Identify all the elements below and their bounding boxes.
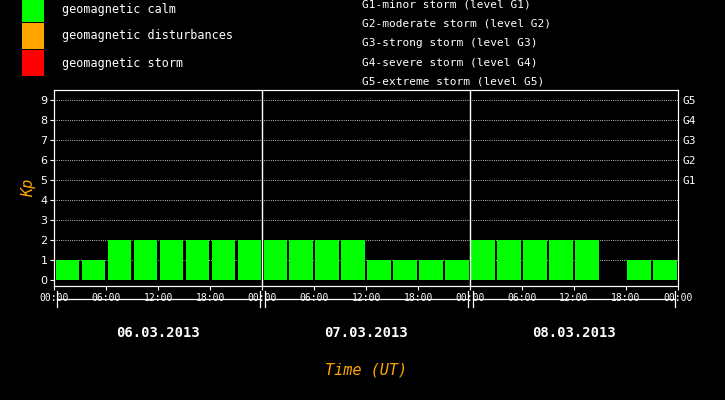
Text: 06.03.2013: 06.03.2013 <box>117 326 200 340</box>
Bar <box>471 240 494 280</box>
Bar <box>289 240 313 280</box>
Bar <box>523 240 547 280</box>
Bar <box>238 240 261 280</box>
Bar <box>575 240 599 280</box>
Y-axis label: Kp: Kp <box>21 179 36 197</box>
Bar <box>653 260 676 280</box>
Bar <box>56 260 79 280</box>
Bar <box>445 260 469 280</box>
FancyBboxPatch shape <box>22 50 44 76</box>
FancyBboxPatch shape <box>22 0 44 22</box>
FancyBboxPatch shape <box>22 23 44 49</box>
Text: 08.03.2013: 08.03.2013 <box>532 326 616 340</box>
Bar <box>107 240 131 280</box>
Text: geomagnetic calm: geomagnetic calm <box>62 2 175 16</box>
Text: geomagnetic storm: geomagnetic storm <box>62 56 183 70</box>
Bar <box>394 260 417 280</box>
Bar <box>627 260 650 280</box>
Bar <box>133 240 157 280</box>
Text: geomagnetic disturbances: geomagnetic disturbances <box>62 30 233 42</box>
Bar <box>82 260 105 280</box>
Bar <box>497 240 521 280</box>
Text: G3-strong storm (level G3): G3-strong storm (level G3) <box>362 38 538 48</box>
Bar <box>368 260 391 280</box>
Text: 07.03.2013: 07.03.2013 <box>324 326 408 340</box>
Text: Time (UT): Time (UT) <box>325 363 407 378</box>
Text: G2-moderate storm (level G2): G2-moderate storm (level G2) <box>362 19 552 29</box>
Bar <box>160 240 183 280</box>
Bar <box>550 240 573 280</box>
Bar <box>419 260 443 280</box>
Bar <box>186 240 209 280</box>
Text: G1-minor storm (level G1): G1-minor storm (level G1) <box>362 0 531 10</box>
Bar <box>341 240 365 280</box>
Bar <box>212 240 235 280</box>
Text: G4-severe storm (level G4): G4-severe storm (level G4) <box>362 58 538 68</box>
Bar <box>263 240 287 280</box>
Bar <box>315 240 339 280</box>
Text: G5-extreme storm (level G5): G5-extreme storm (level G5) <box>362 77 544 87</box>
